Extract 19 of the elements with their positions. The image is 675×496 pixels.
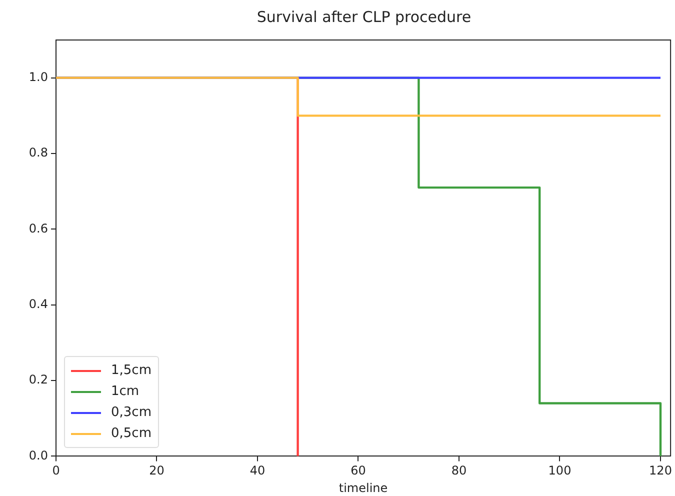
x-tick-label: 80 (451, 464, 467, 478)
y-tick-label: 0.6 (28, 221, 48, 236)
legend-label: 1,5cm (111, 363, 152, 378)
x-tick-label: 40 (250, 464, 266, 478)
y-tick-label: 0.2 (28, 372, 48, 387)
x-axis-title: timeline (338, 480, 388, 495)
y-tick-label: 0.8 (28, 146, 48, 160)
legend-label: 1cm (111, 384, 140, 400)
x-tick-label: 0 (52, 464, 60, 478)
x-tick-label: 120 (649, 464, 672, 478)
legend-label: 0,3cm (111, 405, 152, 420)
legend-label: 0,5cm (111, 426, 152, 442)
x-tick-label: 100 (548, 464, 572, 478)
y-tick-label: 1.0 (28, 70, 48, 84)
x-tick-label: 60 (350, 464, 366, 478)
y-tick-label: 0.0 (28, 448, 48, 462)
x-tick-label: 20 (149, 464, 164, 478)
chart-title: Survival after CLP procedure (256, 8, 472, 26)
y-tick-label: 0.4 (28, 296, 48, 311)
